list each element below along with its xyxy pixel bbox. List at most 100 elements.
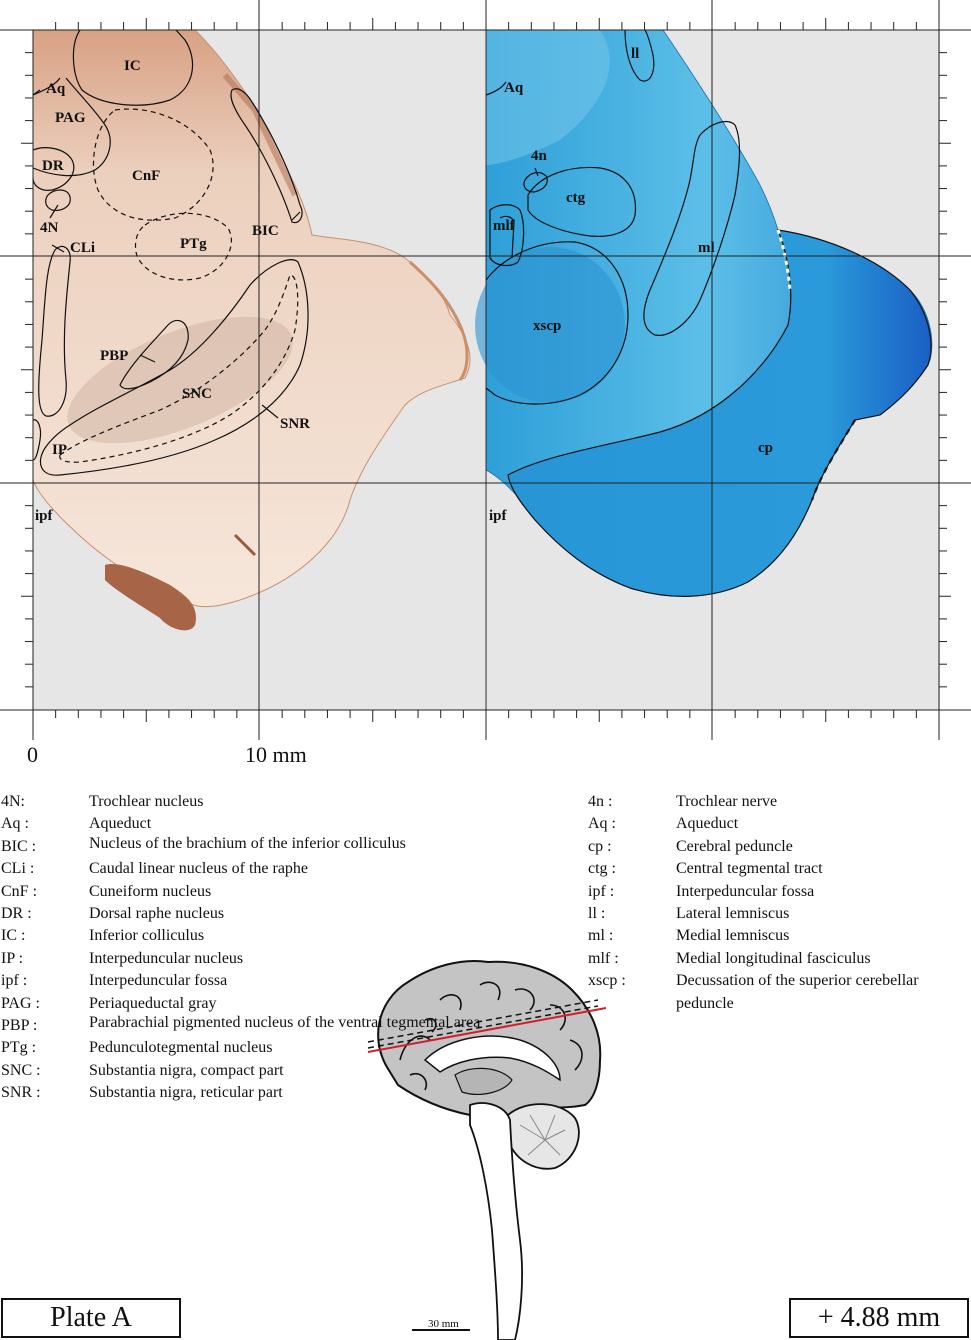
legend-row: 4n : Trochlear nerve (588, 791, 968, 813)
cp-dashed-edge (810, 419, 856, 501)
legend-abbr: Aq : (1, 815, 29, 833)
legend-row: BIC : Nucleus of the brachium of the infe… (1, 835, 561, 858)
legend-definition: Cerebral peduncle (676, 837, 793, 855)
label-snr: SNR (280, 416, 310, 432)
label-cnf: CnF (132, 168, 160, 184)
legend-row: xscp : Decussation of the superior cerebe… (588, 970, 968, 1015)
scale-ten: 10 mm (245, 742, 307, 767)
n4-leader (49, 204, 59, 219)
label-ctg: ctg (566, 190, 586, 206)
legend-row: CnF : Cuneiform nucleus (1, 881, 561, 903)
dr-outline (32, 147, 75, 191)
pbp-outline (119, 319, 189, 390)
label-ipf-right: ipf (489, 508, 508, 524)
label-ic: IC (124, 58, 141, 74)
legend-row: IP : Interpeduncular nucleus (1, 948, 561, 970)
tick-marks (21, 18, 951, 722)
label-cli: CLi (70, 240, 95, 256)
legend-abbr: mlf : (588, 949, 619, 967)
legend-definition: Medial lemniscus (676, 927, 790, 945)
label-snc: SNC (182, 386, 212, 402)
right-labels: ll Aq 4n ctg mlf ml xscp cp ipf (489, 46, 773, 524)
legend-row: SNC : Substantia nigra, compact part (1, 1060, 561, 1082)
legend-abbr: ctg : (588, 860, 616, 878)
label-ml: ml (698, 240, 715, 256)
ctg-outline (527, 166, 637, 237)
label-pbp: PBP (100, 348, 128, 364)
right-section: ll Aq 4n ctg mlf ml xscp cp ipf (475, 29, 933, 597)
cerebellum-folia (519, 1114, 566, 1156)
snr-leader (261, 404, 279, 419)
left-dark-streak (233, 533, 257, 557)
right-top-light (486, 30, 610, 165)
scale-zero: 0 (27, 742, 38, 767)
cp-outline (507, 229, 932, 597)
legend-row: mlf : Medial longitudinal fasciculus (588, 948, 968, 970)
cli-leader (51, 244, 65, 253)
left-section: IC Aq PAG DR CnF 4N BIC PTg CLi PBP SNC … (32, 29, 471, 631)
legend-definition: Aqueduct (89, 815, 152, 833)
legend-abbr: PBP : (1, 1017, 38, 1035)
plate-label: Plate A (50, 1302, 132, 1333)
snc-outline (59, 274, 299, 463)
legend-definition: Decussation of the superior cerebellar p… (676, 972, 919, 1012)
plate-label-box: Plate A (1, 1298, 181, 1338)
legend-row: PAG : Periaqueductal gray (1, 993, 561, 1015)
legend-row: CLi : Caudal linear nucleus of the raphe (1, 858, 561, 880)
thalamus (454, 1067, 513, 1095)
label-ip: IP (52, 442, 67, 458)
legend-abbr: ipf : (1, 972, 28, 990)
corpus-callosum (423, 1035, 561, 1082)
legend-row: Aq : Aqueduct (588, 813, 968, 835)
left-dark-band (222, 73, 298, 197)
legend-definition: Trochlear nucleus (89, 793, 204, 810)
ml-outline (643, 121, 741, 336)
legend-row: ipf : Interpeduncular fossa (1, 970, 561, 992)
legend-abbr: 4N: (1, 793, 25, 810)
bic-leader (291, 211, 301, 221)
legend-definition: Dorsal raphe nucleus (89, 905, 225, 923)
snr-outline (39, 259, 309, 476)
legend-abbr: ll : (588, 905, 606, 923)
bic-outline (230, 88, 303, 224)
label-ipf-left: ipf (35, 508, 54, 524)
legend-abbr: 4n : (588, 793, 613, 810)
legend-row: IC : Inferior colliculus (1, 925, 561, 947)
plate-position-box: + 4.88 mm (789, 1298, 969, 1338)
legend-abbr: SNC : (1, 1061, 41, 1079)
legend-abbr: CnF : (1, 882, 38, 900)
section-plane-red (367, 1007, 607, 1053)
right-outlines (485, 29, 932, 597)
legend-row: PBP : Parabrachial pigmented nucleus of t… (1, 1014, 561, 1037)
legend-definition: Substantia nigra, compact part (89, 1061, 284, 1079)
ic-outline (72, 29, 194, 106)
legend-abbr: IP : (1, 949, 24, 967)
pag-outline (32, 77, 111, 177)
cnf-outline (92, 108, 214, 221)
xscp-outline (485, 241, 629, 405)
legend-definition: Lateral lemniscus (676, 905, 790, 923)
legend-definition: Central tegmental tract (676, 860, 823, 878)
legend-definition: Medial longitudinal fasciculus (676, 949, 871, 967)
legend-left: 4N: Trochlear nucleus Aq : Aqueduct BIC : Nuc… (1, 791, 561, 1105)
legend-abbr: xscp : (588, 972, 626, 990)
n4-outline (45, 189, 71, 211)
label-aq-right: Aq (504, 80, 524, 96)
legend-abbr: CLi : (1, 860, 35, 878)
legend-row: ipf : Interpeduncular fossa (588, 881, 968, 903)
label-mlf: mlf (493, 218, 516, 234)
legend-abbr: BIC : (1, 837, 37, 855)
left-tissue-edge (408, 260, 469, 381)
legend-definition: Interpeduncular fossa (89, 972, 228, 990)
mlf-inner (499, 215, 515, 259)
label-aq-left: Aq (46, 81, 66, 97)
legend-abbr: PTg : (1, 1039, 37, 1057)
cerebellum (507, 1103, 580, 1170)
legend-abbr: ml : (588, 927, 614, 945)
n4n-leader (534, 167, 539, 177)
legend-definition: Inferior colliculus (89, 927, 205, 945)
label-cp: cp (758, 440, 773, 456)
scale-bar-label: 30 mm (428, 1318, 459, 1330)
label-xscp: xscp (533, 318, 561, 334)
